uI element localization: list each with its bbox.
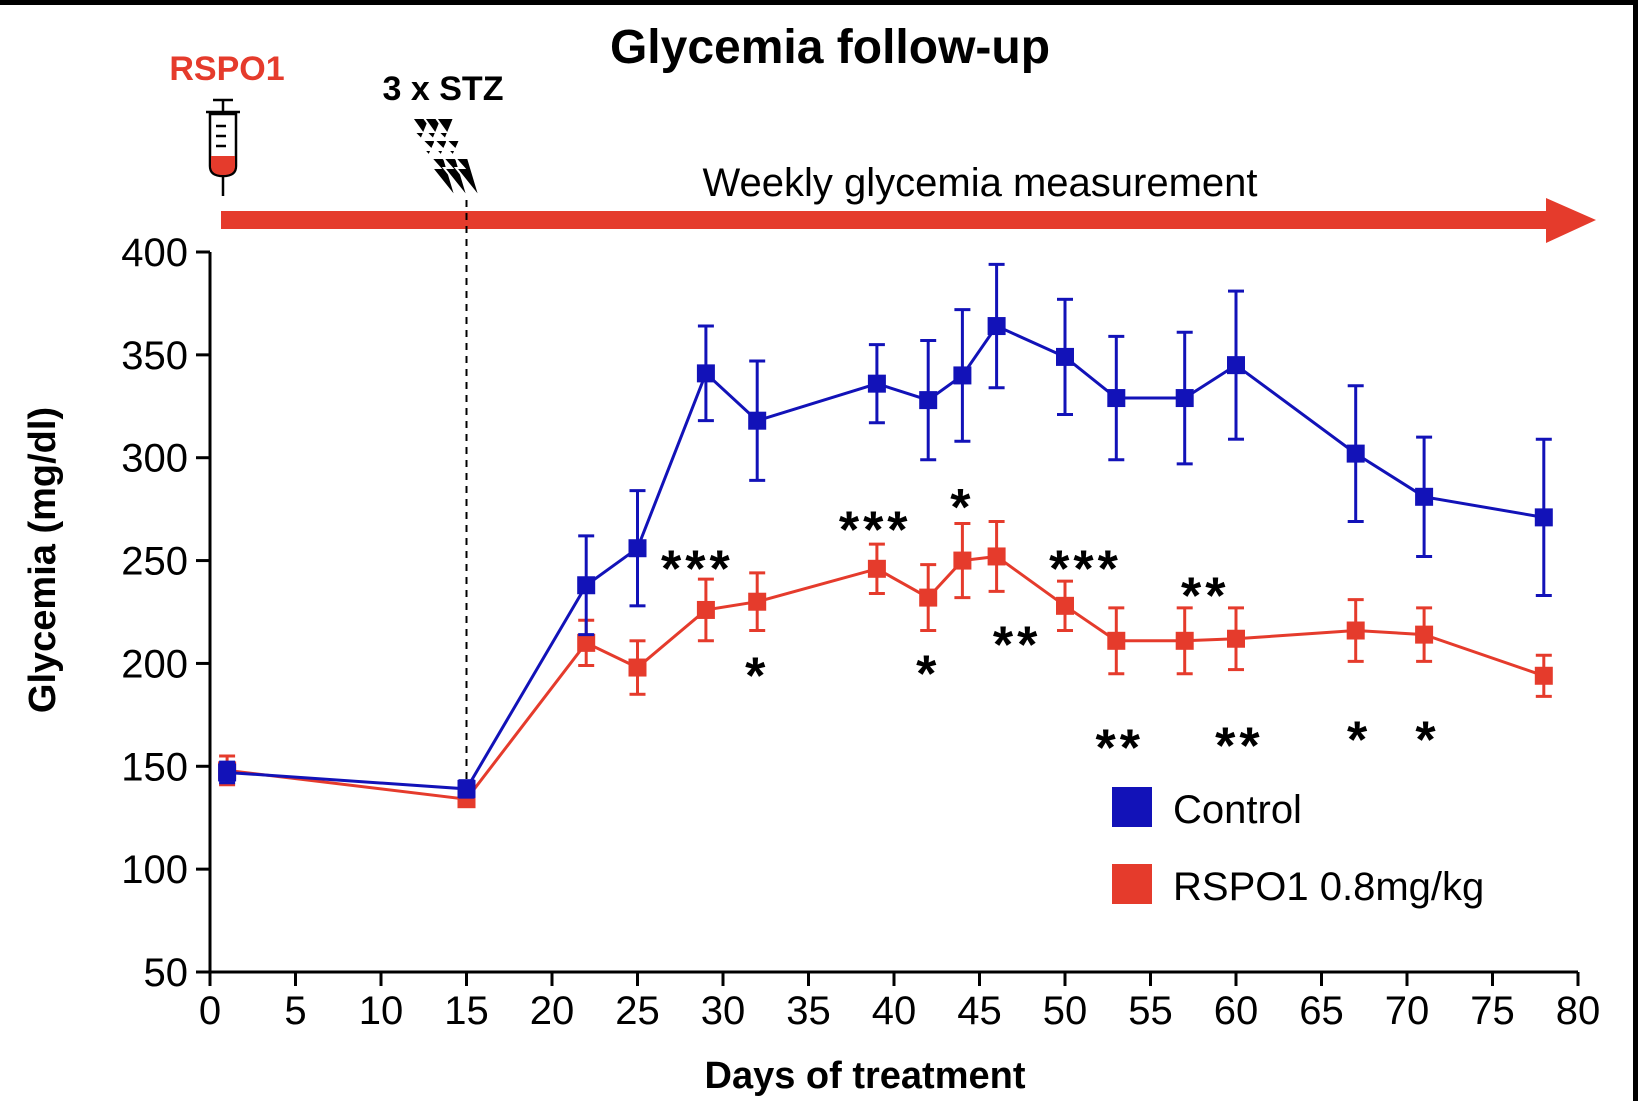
y-tick-label: 250	[121, 540, 188, 584]
x-tick-label: 25	[615, 989, 660, 1033]
data-point	[1107, 631, 1126, 650]
axes: 50 100 150 200 250 300 350 400 0 5 10 15 20 25 30 35 40 4…	[121, 231, 1600, 1033]
rspo1-treatment-label: RSPO1	[169, 50, 284, 88]
x-tick-label: 45	[957, 989, 1002, 1033]
data-point	[987, 547, 1006, 566]
x-tick-label: 30	[701, 989, 746, 1033]
y-tick-label: 400	[121, 231, 188, 275]
x-tick-label: 20	[530, 989, 575, 1033]
data-point	[1227, 356, 1245, 375]
weekly-measurement-label: Weekly glycemia measurement	[702, 161, 1257, 205]
data-point	[1346, 444, 1365, 463]
significance-mark: ***	[1049, 541, 1122, 599]
legend-swatch-control	[1112, 787, 1152, 827]
significance-mark: **	[993, 617, 1041, 675]
series-layer	[218, 262, 1553, 809]
y-tick-label: 150	[121, 745, 188, 789]
legend-swatch-rspo1	[1112, 864, 1152, 904]
x-tick-label: 0	[199, 989, 221, 1033]
data-point	[867, 559, 886, 578]
data-point	[1415, 625, 1434, 644]
significance-mark: ***	[661, 541, 734, 599]
lightning-icon	[410, 117, 481, 199]
data-point	[748, 592, 767, 611]
x-tick-label: 5	[284, 989, 306, 1033]
data-point	[696, 600, 715, 619]
image-border-right	[1633, 0, 1638, 1101]
x-tick-label: 10	[359, 989, 404, 1033]
data-point	[1534, 666, 1553, 685]
significance-mark: **	[1095, 719, 1143, 777]
data-point	[457, 779, 476, 798]
y-tick-label: 200	[121, 642, 188, 686]
significance-layer: ******************** * *	[661, 479, 1439, 778]
x-tick-label: 40	[872, 989, 917, 1033]
data-point	[953, 366, 972, 385]
data-point	[867, 374, 886, 393]
legend-label-control: Control	[1173, 788, 1302, 832]
significance-mark: *	[1415, 711, 1439, 769]
x-tick-label: 60	[1214, 989, 1259, 1033]
x-tick-label: 15	[444, 989, 489, 1033]
data-point	[919, 391, 938, 410]
data-point	[696, 364, 715, 383]
data-point	[577, 576, 596, 595]
x-tick-label: 75	[1470, 989, 1515, 1033]
weekly-measurement-arrow	[221, 198, 1596, 243]
significance-mark: *	[745, 647, 769, 705]
significance-mark: ***	[839, 501, 912, 559]
x-tick-label: 55	[1128, 989, 1173, 1033]
x-tick-label: 35	[786, 989, 831, 1033]
data-point	[953, 551, 972, 570]
data-point	[748, 411, 767, 430]
data-point	[919, 588, 938, 607]
series-control	[218, 262, 1553, 799]
x-tick-label: 80	[1556, 989, 1601, 1033]
x-axis-label: Days of treatment	[705, 1055, 1026, 1097]
y-axis-label: Glycemia (mg/dl)	[22, 407, 64, 713]
data-point	[987, 317, 1006, 336]
image-border-top	[0, 0, 1638, 5]
significance-mark: **	[1181, 567, 1229, 625]
data-point	[1175, 389, 1194, 408]
significance-mark: *	[1347, 711, 1371, 769]
x-tick-label: 65	[1299, 989, 1344, 1033]
syringe-icon	[206, 98, 240, 196]
y-tick-label: 100	[121, 848, 188, 892]
data-point	[1056, 347, 1074, 366]
data-point	[577, 633, 596, 652]
data-point	[1107, 389, 1126, 408]
y-tick-label: 50	[144, 951, 189, 995]
significance-mark: *	[916, 645, 940, 703]
data-point	[1175, 631, 1194, 650]
legend: Control RSPO1 0.8mg/kg	[1112, 787, 1484, 909]
data-point	[628, 658, 647, 677]
significance-mark: **	[1215, 717, 1263, 775]
data-point	[218, 763, 237, 782]
stz-label: 3 x STZ	[383, 70, 504, 108]
data-point	[1056, 596, 1074, 615]
data-point	[1415, 487, 1434, 506]
y-tick-label: 300	[121, 437, 188, 481]
data-point	[1534, 508, 1553, 527]
x-tick-label: 50	[1043, 989, 1088, 1033]
y-tick-label: 350	[121, 334, 188, 378]
legend-label-rspo1: RSPO1 0.8mg/kg	[1173, 865, 1484, 909]
data-point	[1227, 629, 1245, 648]
data-point	[628, 539, 647, 558]
x-tick-label: 70	[1385, 989, 1430, 1033]
significance-mark: *	[950, 479, 974, 537]
data-point	[1346, 621, 1365, 640]
chart-title: Glycemia follow-up	[610, 21, 1050, 74]
